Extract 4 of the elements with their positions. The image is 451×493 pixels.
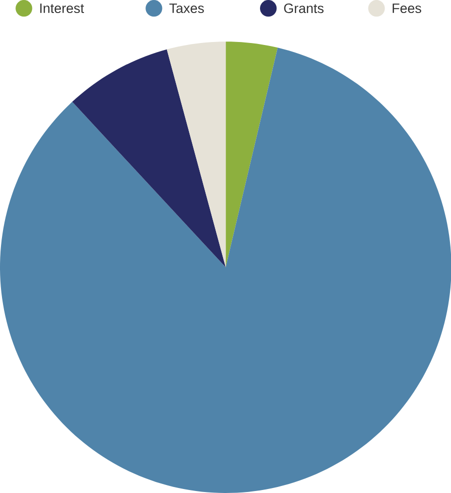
- legend-label: Grants: [284, 4, 324, 14]
- legend-label: Interest: [40, 4, 84, 14]
- legend-label: Fees: [392, 4, 422, 14]
- legend-label: Taxes: [169, 4, 204, 14]
